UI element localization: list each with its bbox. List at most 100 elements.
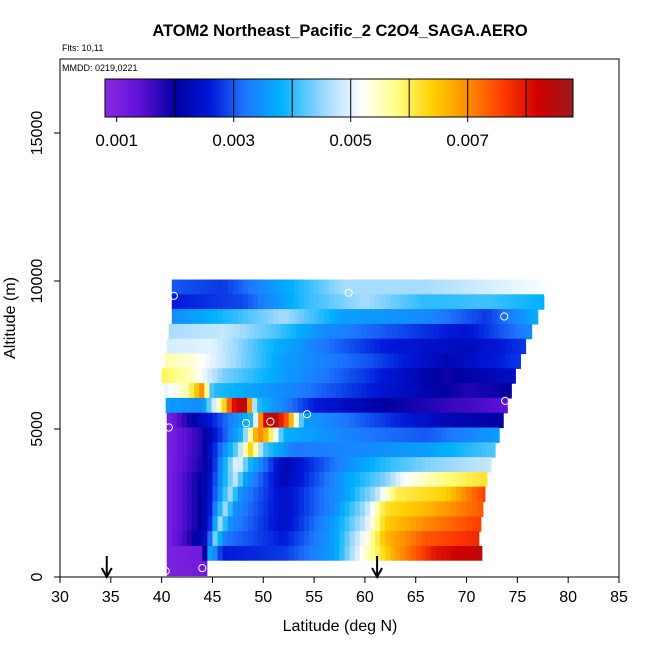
curtain-cell: [212, 309, 219, 325]
curtain-cell: [484, 353, 491, 369]
curtain-cell: [390, 427, 396, 443]
curtain-cell: [207, 442, 214, 458]
curtain-cell: [334, 294, 341, 310]
curtain-cell: [461, 531, 468, 547]
curtain-cell: [405, 486, 412, 503]
curtain-cell: [227, 501, 234, 517]
sample-point: [472, 561, 481, 570]
curtain-cell: [461, 338, 468, 355]
curtain-cell: [438, 383, 444, 399]
curtain-cell: [430, 516, 437, 532]
curtain-cell: [197, 368, 203, 384]
curtain-cell: [425, 279, 432, 295]
curtain-cell: [212, 457, 219, 473]
curtain-cell: [329, 309, 336, 325]
curtain-cell: [393, 353, 400, 369]
curtain-cell: [298, 560, 305, 577]
curtain-cell: [395, 457, 402, 473]
curtain-cell: [242, 501, 249, 517]
curtain-cell: [519, 323, 526, 340]
curtain-cell: [359, 560, 366, 577]
curtain-cell: [412, 383, 419, 399]
curtain-cell: [326, 383, 332, 399]
curtain-cell: [303, 545, 310, 562]
curtain-cell: [364, 501, 371, 517]
curtain-cell: [303, 294, 310, 310]
curtain-cell: [486, 309, 493, 325]
curtain-cell: [305, 383, 312, 399]
curtain-cell: [253, 531, 259, 547]
curtain-cell: [349, 368, 356, 384]
curtain-cell: [476, 457, 483, 473]
curtain-cell: [334, 427, 341, 443]
curtain-cell: [278, 516, 285, 532]
x-tick-label: 80: [559, 589, 577, 606]
curtain-cell: [324, 338, 330, 355]
curtain-cell: [369, 294, 376, 310]
curtain-cell: [395, 516, 402, 532]
curtain-cell: [309, 457, 315, 473]
curtain-cell: [263, 412, 269, 429]
curtain-cell: [359, 412, 366, 429]
curtain-cell: [339, 457, 346, 473]
curtain-cell: [334, 501, 341, 517]
curtain-cell: [329, 545, 336, 562]
curtain-cell: [512, 338, 518, 355]
curtain-cell: [184, 383, 190, 399]
curtain-cell: [456, 294, 463, 310]
curtain-cell: [476, 294, 483, 310]
curtain-cell: [407, 383, 414, 399]
x-tick-label: 85: [610, 589, 628, 606]
curtain-cell: [293, 486, 300, 503]
curtain-cell: [278, 560, 285, 577]
curtain-cell: [263, 427, 269, 443]
curtain-cell: [319, 294, 325, 310]
curtain-cell: [375, 294, 381, 310]
curtain-cell: [430, 501, 437, 517]
sample-point: [266, 417, 275, 426]
curtain-cell: [173, 323, 180, 340]
curtain-cell: [397, 383, 404, 399]
curtain-cell: [380, 545, 386, 562]
curtain-cell: [405, 501, 412, 517]
curtain-cell: [450, 397, 456, 414]
curtain-cell: [222, 560, 229, 577]
curtain-cell: [253, 338, 259, 355]
curtain-cell: [314, 338, 320, 355]
curtain-cell: [263, 309, 269, 325]
curtain-cell: [260, 323, 266, 340]
curtain-cell: [166, 486, 173, 503]
curtain-cell: [212, 368, 219, 384]
curtain-cell: [385, 486, 391, 503]
curtain-cell: [532, 279, 539, 295]
curtain-cell: [298, 279, 305, 295]
curtain-cell: [202, 427, 208, 443]
curtain-cell: [176, 486, 183, 503]
curtain-cell: [501, 397, 507, 414]
curtain-cell: [433, 323, 439, 340]
curtain-cell: [253, 516, 259, 532]
curtain-cell: [187, 427, 193, 443]
curtain-cell: [532, 309, 539, 325]
curtain-cell: [414, 397, 421, 414]
curtain-cell: [493, 323, 500, 340]
curtain-cell: [212, 501, 219, 517]
curtain-cell: [364, 279, 371, 295]
curtain-cell: [430, 457, 437, 473]
curtain-cell: [415, 427, 422, 443]
curtain-cell: [395, 338, 402, 355]
curtain-cell: [369, 457, 376, 473]
curtain-cell: [245, 353, 252, 369]
curtain-cell: [512, 294, 518, 310]
flight-marker-arrow: [371, 556, 383, 580]
curtain-cell: [166, 457, 173, 473]
curtain-cell: [471, 486, 478, 503]
curtain-cell: [288, 368, 295, 384]
curtain-cell: [332, 353, 339, 369]
curtain-cell: [268, 309, 275, 325]
curtain-cell: [227, 427, 234, 443]
curtain-cell: [474, 353, 481, 369]
curtain-cell: [455, 397, 462, 414]
curtain-cell: [469, 353, 476, 369]
curtain-cell: [405, 368, 412, 384]
